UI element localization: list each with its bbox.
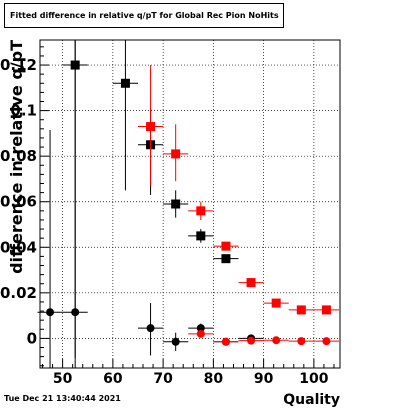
y-tick-label: 0.1 — [10, 102, 37, 120]
data-point — [213, 337, 239, 346]
square-marker — [296, 305, 306, 315]
x-tick-label: 90 — [254, 371, 274, 387]
data-points — [37, 40, 339, 368]
square-marker — [321, 305, 331, 315]
data-point — [238, 278, 264, 288]
circle-marker — [297, 337, 306, 346]
chart-title: Fitted difference in relative q/pT for G… — [4, 3, 284, 28]
circle-marker — [71, 308, 80, 317]
y-tick-label: 0.06 — [0, 193, 37, 211]
data-point — [238, 336, 264, 345]
data-point — [163, 332, 189, 351]
square-marker — [146, 122, 156, 132]
data-point — [112, 40, 138, 191]
data-point — [188, 323, 214, 333]
y-tick-label: 0 — [27, 329, 37, 347]
axis-ticks — [40, 46, 335, 368]
square-marker — [171, 149, 181, 159]
x-tick-label: 60 — [103, 371, 123, 387]
circle-marker — [196, 329, 205, 338]
y-tick-label: 0.12 — [0, 56, 37, 74]
square-marker — [196, 231, 206, 241]
data-point — [62, 40, 88, 358]
square-marker — [246, 278, 256, 288]
circle-marker — [46, 308, 55, 317]
data-point — [137, 303, 164, 356]
circle-marker — [272, 336, 281, 345]
circle-marker — [322, 337, 331, 346]
data-point — [213, 241, 239, 251]
data-point — [288, 337, 314, 346]
square-marker — [196, 206, 206, 216]
y-tick-label: 0.02 — [0, 284, 37, 302]
data-point — [137, 65, 164, 186]
square-marker — [271, 298, 281, 308]
square-marker — [171, 199, 181, 209]
grid — [40, 40, 340, 368]
y-tick-label: 0.04 — [0, 238, 37, 256]
y-axis-label: difference in relative q/pT — [7, 40, 26, 274]
circle-marker — [221, 337, 230, 346]
data-point — [288, 305, 314, 315]
x-tick-label: 100 — [299, 371, 328, 387]
square-marker — [221, 241, 231, 251]
x-tick-label: 70 — [153, 371, 173, 387]
x-tick-label: 50 — [53, 371, 73, 387]
circle-marker — [247, 336, 256, 345]
timestamp: Tue Dec 21 13:40:44 2021 — [4, 394, 121, 403]
data-point — [163, 124, 189, 182]
data-point — [37, 129, 63, 368]
circle-marker — [146, 324, 155, 333]
chart-title-text: Fitted difference in relative q/pT for G… — [10, 11, 279, 20]
data-point — [313, 305, 339, 315]
data-point — [188, 201, 214, 220]
data-point — [163, 190, 189, 218]
x-tick-label: 80 — [204, 371, 224, 387]
circle-marker — [196, 324, 205, 333]
data-point — [263, 298, 289, 308]
data-point — [188, 229, 214, 243]
x-axis-label: Quality — [283, 392, 340, 408]
square-marker — [120, 78, 130, 88]
data-point — [213, 254, 239, 264]
y-tick-label: 0.08 — [0, 147, 37, 165]
data-point — [263, 336, 289, 345]
plot-frame — [39, 39, 341, 369]
square-marker — [221, 254, 231, 264]
circle-marker — [171, 337, 180, 346]
axis-labels: 50 60 70 80 90 100 0 0.02 0.04 0.06 0.08 0.1 0.12 Qua… — [0, 40, 340, 408]
data-point — [313, 337, 339, 346]
data-point — [188, 329, 214, 338]
